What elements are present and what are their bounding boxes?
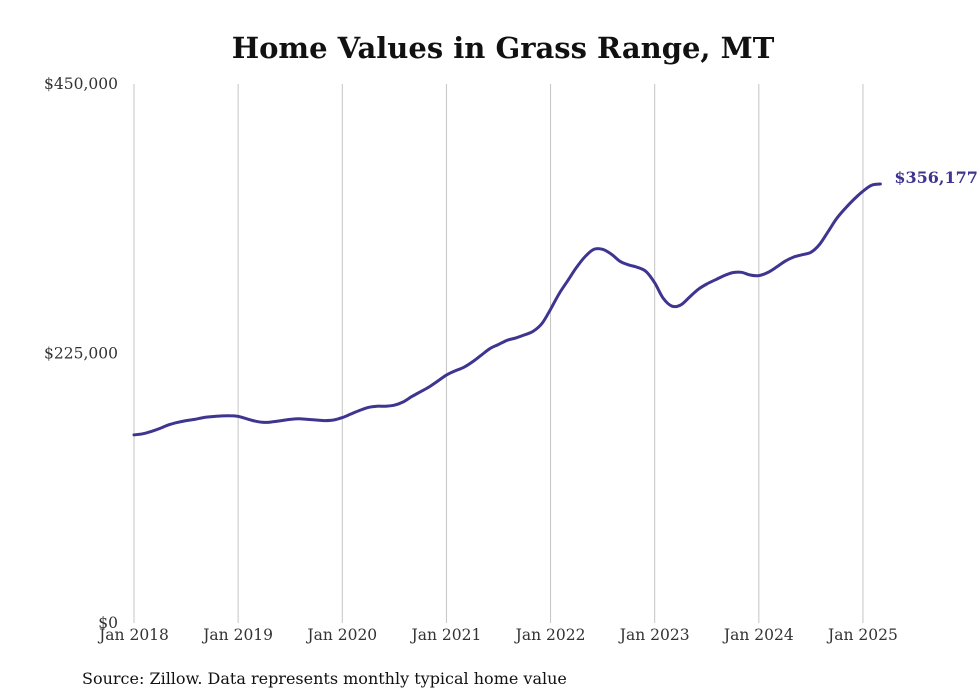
x-tick-label: Jan 2020 [305,626,377,644]
x-tick-label: Jan 2021 [410,626,482,644]
y-tick-label: $450,000 [44,75,118,93]
source-note: Source: Zillow. Data represents monthly … [82,669,567,688]
x-tick-label: Jan 2025 [826,626,898,644]
grid-lines [133,84,864,623]
y-axis-ticks: $0 $225,000 $450,000 [44,75,118,632]
x-tick-label: Jan 2023 [618,626,690,644]
series-line [132,182,882,437]
x-tick-label: Jan 2024 [722,626,794,644]
x-axis-ticks: Jan 2018 Jan 2019 Jan 2020 Jan 2021 Jan 2022… [97,626,898,644]
chart-title: Home Values in Grass Range, MT [232,31,775,65]
y-tick-label: $0 [98,614,118,632]
y-tick-label: $225,000 [44,345,118,363]
end-value-label: $356,177 [894,168,978,187]
x-tick-label: Jan 2019 [201,626,273,644]
x-tick-label: Jan 2018 [97,626,169,644]
x-tick-label: Jan 2022 [514,626,586,644]
